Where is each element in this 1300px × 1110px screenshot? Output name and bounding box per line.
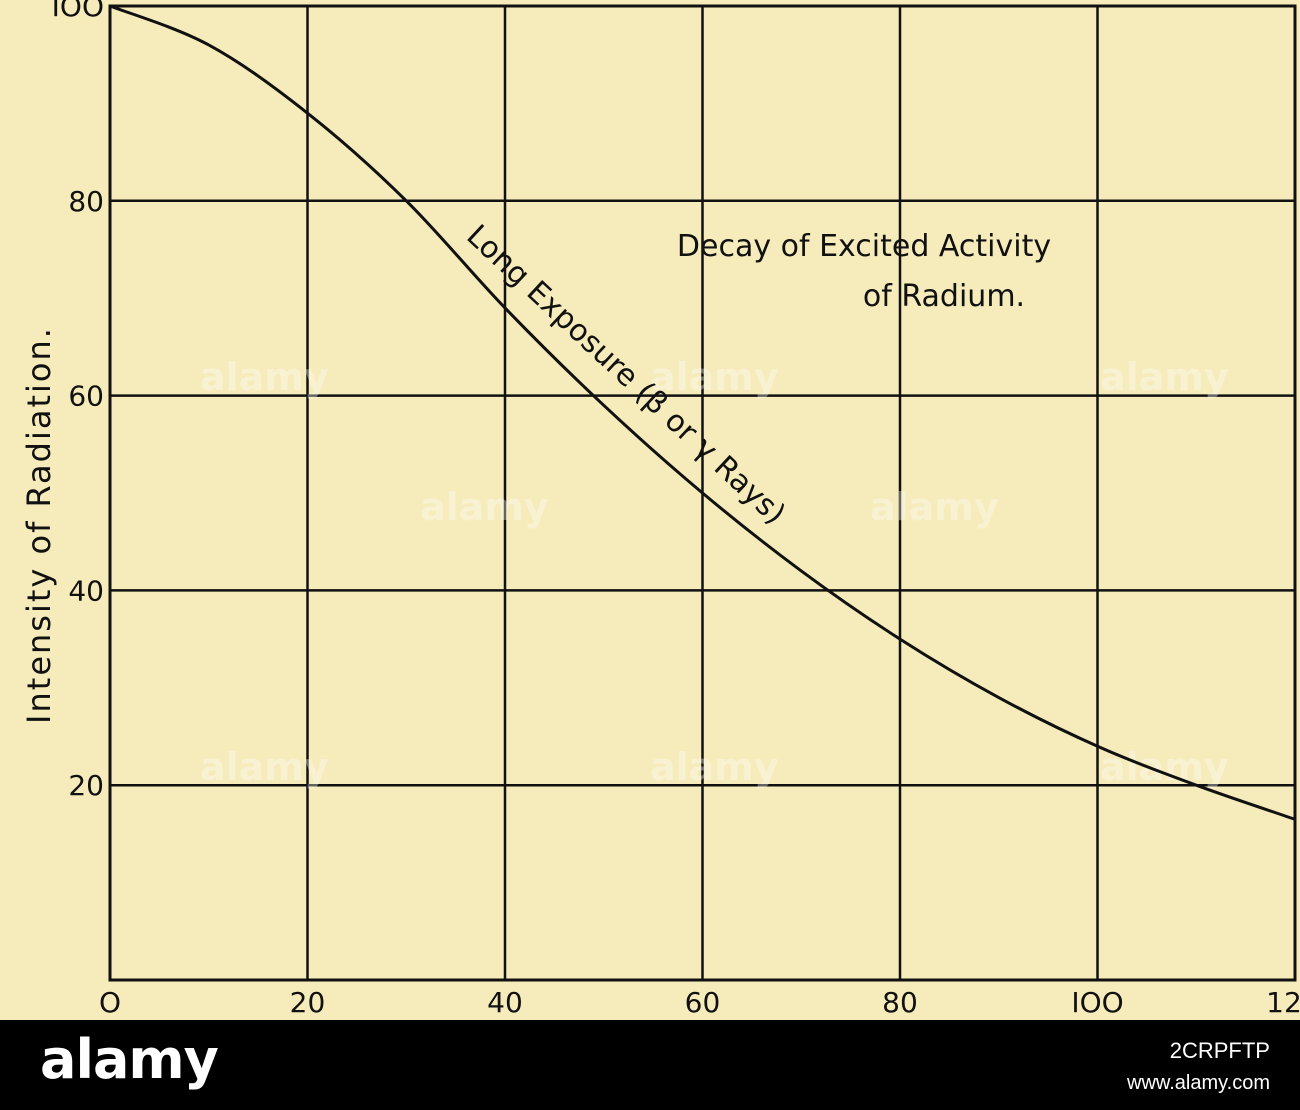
watermarks: alamy alamy alamy alamy alamy alamy alamy alamy [200,355,1229,789]
stock-banner: alamy 2CRPFTP www.alamy.com [0,1020,1300,1110]
x-tick-label: 12O [1266,986,1300,1019]
grid [108,4,1297,982]
x-tick-label: 20 [290,986,326,1019]
watermark-text: alamy [420,485,549,529]
chart-title-line1: Decay of Excited Activity [677,229,1051,264]
y-axis-label: Intensity of Radiation. [20,326,58,724]
y-tick-label: 60 [68,380,104,413]
watermark-text: alamy [650,355,779,399]
watermark-text: alamy [870,485,999,529]
y-tick-label: 40 [68,574,104,607]
x-tick-label: 60 [685,986,721,1019]
x-tick-label: IOO [1071,986,1123,1019]
watermark-text: alamy [650,745,779,789]
x-tick-label: 80 [882,986,918,1019]
y-tick-label: IOO [52,0,104,23]
chart-title-line2: of Radium. [863,279,1025,314]
watermark-text: alamy [200,745,329,789]
x-tick-label: 40 [487,986,523,1019]
x-tick-label: O [99,986,121,1019]
image-id: 2CRPFTP [1169,1038,1270,1063]
y-tick-label: 80 [68,185,104,218]
watermark-text: alamy [1100,745,1229,789]
watermark-text: alamy [200,355,329,399]
y-tick-label: 20 [68,769,104,802]
watermark-text: alamy [1100,355,1229,399]
tick-labels: O 20 40 60 80 IOO 12O 20 40 60 80 IOO [52,0,1300,1019]
decay-curve [109,4,1296,821]
brand-logo: alamy [40,1028,219,1091]
site-url: www.alamy.com [1127,1072,1270,1094]
